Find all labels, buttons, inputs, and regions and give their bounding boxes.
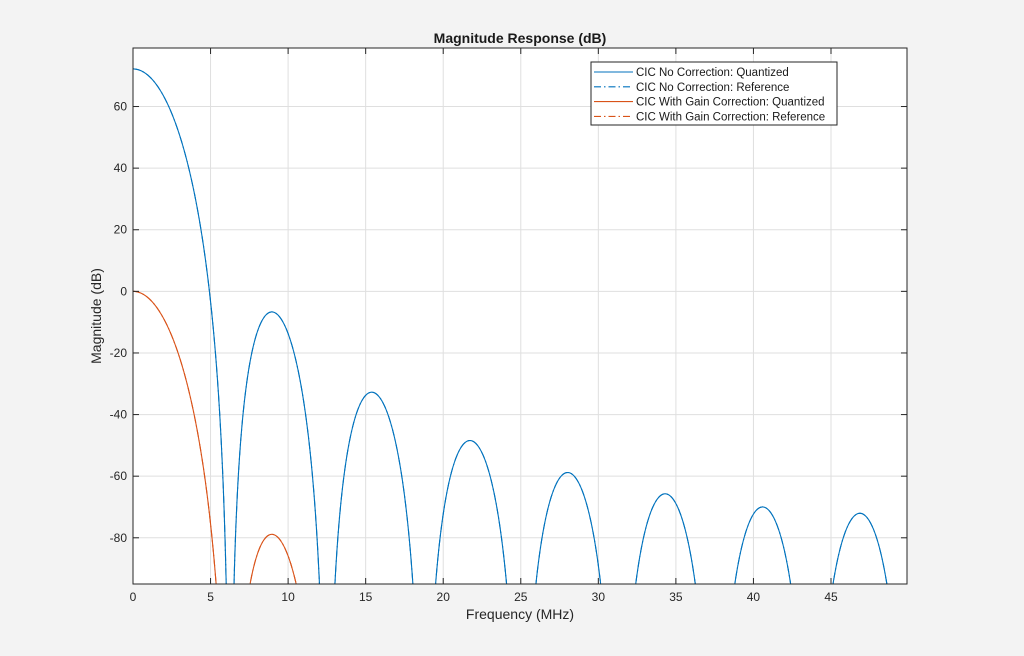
legend[interactable]: CIC No Correction: Quantized CIC No Corre… [590,61,838,126]
x-axis-title: Frequency (MHz) [466,606,574,622]
y-tick-label: 60 [114,100,128,114]
plot-frame [132,47,908,585]
grid [132,48,907,584]
y-tick-label: -40 [110,408,128,422]
legend-label-4: CIC With Gain Correction: Reference [636,111,825,123]
plot-area [133,48,907,584]
y-tick-label: -80 [110,531,128,545]
x-tick-label: 20 [437,590,451,604]
y-tick-label: 0 [120,284,127,298]
y-tick-label: -20 [110,346,128,360]
x-tick-label: 40 [747,590,761,604]
x-tick-label: 45 [824,590,838,604]
x-tick-label: 5 [207,590,214,604]
legend-label-1: CIC No Correction: Quantized [636,67,789,79]
y-axis-title: Magnitude (dB) [88,268,104,364]
y-tick-label: 20 [114,223,128,237]
series-line-2 [133,68,888,584]
axis-ticks: 0 5 10 15 20 25 30 35 40 45 -80 -60 -40 -20 0 20 40 60 [110,48,907,604]
x-tick-label: 0 [130,590,137,604]
series-line-4 [133,290,297,584]
x-tick-label: 30 [592,590,606,604]
series-lines [133,68,888,584]
y-tick-label: -60 [110,469,128,483]
y-tick-label: 40 [114,161,128,175]
legend-label-3: CIC With Gain Correction: Quantized [636,97,825,109]
x-tick-label: 25 [514,590,528,604]
chart-title: Magnitude Response (dB) [434,30,607,46]
legend-label-2: CIC No Correction: Reference [636,82,789,94]
x-tick-label: 15 [359,590,373,604]
x-tick-label: 35 [669,590,683,604]
x-tick-label: 10 [281,590,295,604]
